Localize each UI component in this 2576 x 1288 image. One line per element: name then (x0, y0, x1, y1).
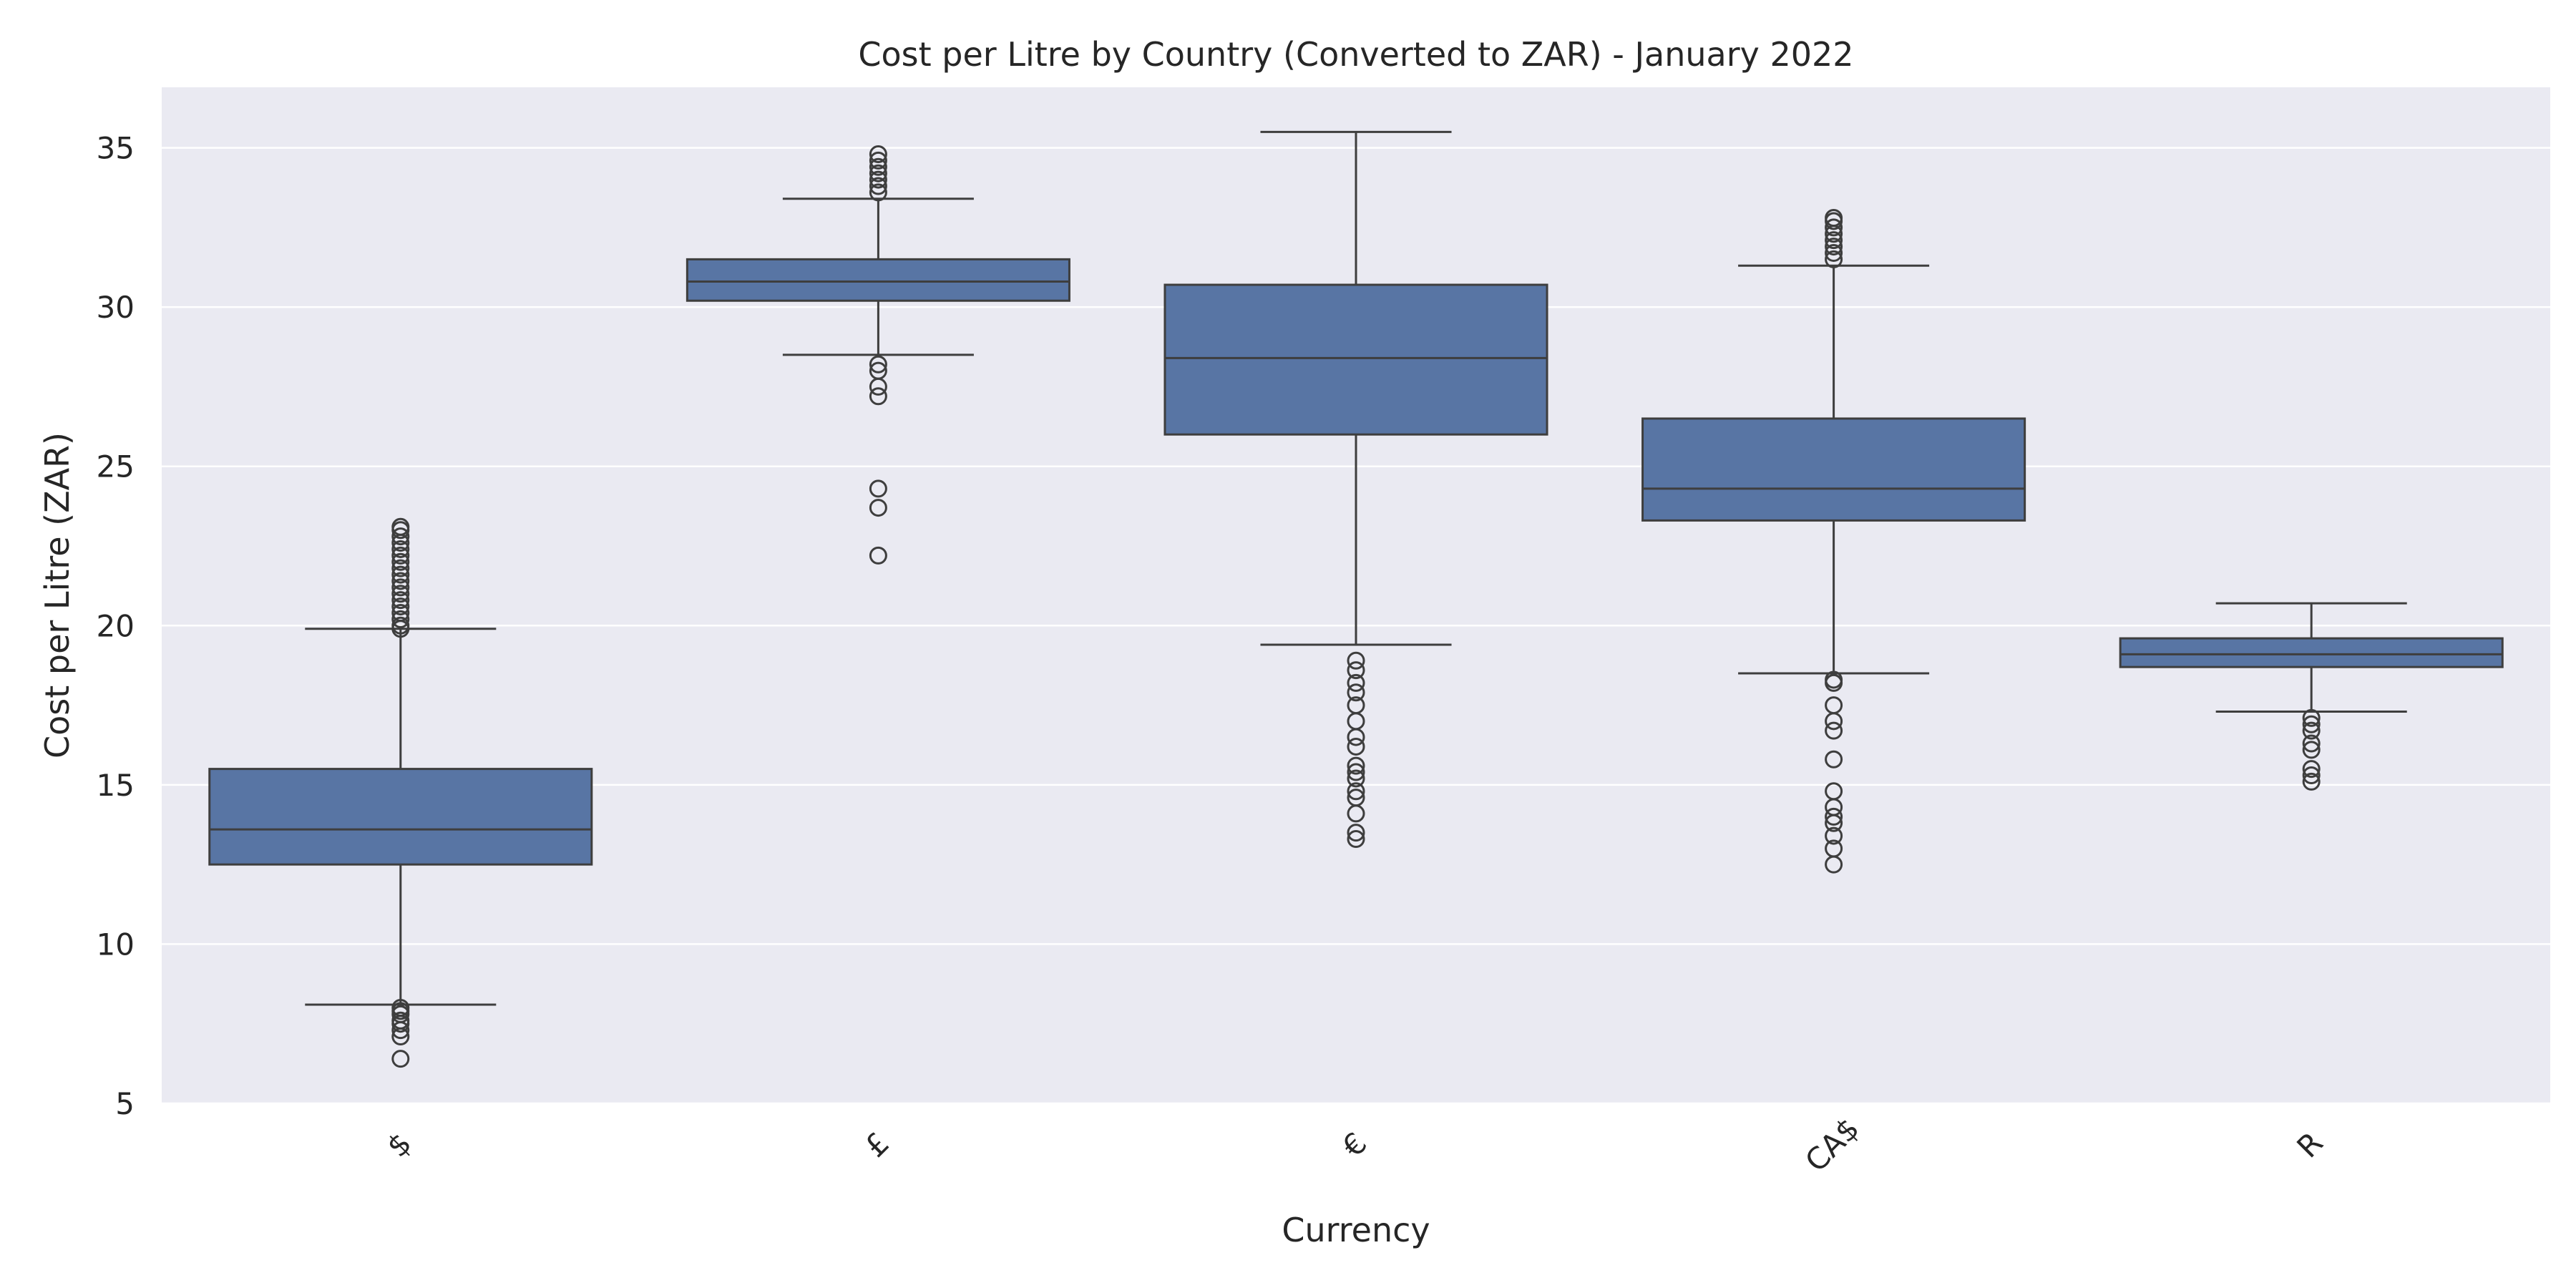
outlier-point (869, 499, 887, 517)
outlier-point (1347, 756, 1365, 775)
outlier-point (1347, 830, 1365, 849)
outlier-point (391, 578, 410, 597)
box (1641, 417, 2026, 522)
outlier-point (391, 603, 410, 622)
box-group (686, 145, 1070, 565)
outlier-point (1347, 661, 1365, 680)
x-tick-label: $ (380, 1126, 419, 1164)
outlier-point (391, 591, 410, 610)
outlier-point (869, 183, 887, 202)
outlier-point (1347, 651, 1365, 670)
outlier-point (2302, 741, 2321, 759)
outlier-point (391, 546, 410, 565)
y-axis-label: Cost per Litre (ZAR) (38, 432, 77, 758)
box (1163, 283, 1548, 436)
outlier-point (1347, 763, 1365, 781)
outlier-point (1825, 807, 1843, 826)
outlier-point (869, 170, 887, 189)
outlier-point (869, 387, 887, 406)
outlier-point (1347, 769, 1365, 788)
outlier-point (869, 164, 887, 182)
box (2119, 637, 2504, 668)
outlier-point (391, 1050, 410, 1068)
y-tick-label: 30 (97, 290, 135, 325)
y-tick-label: 15 (97, 768, 135, 803)
outlier-point (1347, 782, 1365, 801)
outlier-point (391, 565, 410, 584)
outlier-point (391, 597, 410, 616)
x-tick-label: £ (858, 1126, 897, 1164)
outlier-point (2302, 721, 2321, 740)
box (686, 258, 1070, 302)
outlier-point (869, 546, 887, 565)
x-tick-label: R (2290, 1125, 2329, 1164)
outlier-point (2302, 772, 2321, 791)
outlier-point (1825, 238, 1843, 256)
outlier-point (1825, 218, 1843, 237)
outlier-point (2302, 766, 2321, 785)
outlier-point (1347, 824, 1365, 842)
box-series (208, 130, 2504, 1068)
outlier-point (1347, 673, 1365, 692)
box-group (1163, 130, 1548, 849)
outlier-point (391, 610, 410, 628)
x-tick-label: CA$ (1798, 1111, 1866, 1179)
outlier-point (1347, 683, 1365, 702)
outlier-point (2302, 715, 2321, 733)
x-tick-label: € (1335, 1126, 1374, 1164)
outlier-point (1347, 737, 1365, 756)
outlier-point (2302, 760, 2321, 779)
outlier-point (391, 517, 410, 536)
y-tick-label: 10 (97, 927, 135, 962)
outlier-point (1825, 750, 1843, 769)
box (208, 768, 593, 866)
outlier-point (1825, 250, 1843, 268)
outlier-point (1825, 209, 1843, 228)
outlier-point (869, 479, 887, 498)
axes: 5 10 15 20 25 30 35 $ £ € CA$ R (97, 131, 2330, 1179)
outlier-point (391, 572, 410, 590)
y-tick-label: 5 (115, 1086, 135, 1121)
box-group (1641, 209, 2026, 874)
outlier-point (869, 145, 887, 163)
outlier-point (1825, 826, 1843, 845)
outlier-point (1825, 231, 1843, 250)
outlier-point (869, 157, 887, 176)
outlier-point (869, 151, 887, 170)
outlier-point (391, 1011, 410, 1030)
outlier-point (1825, 721, 1843, 740)
y-tick-label: 20 (97, 608, 135, 643)
outlier-point (391, 552, 410, 571)
outlier-point (869, 355, 887, 374)
outlier-point (869, 361, 887, 380)
outlier-point (1825, 243, 1843, 262)
x-axis-label: Currency (1282, 1211, 1430, 1249)
outlier-point (1825, 782, 1843, 801)
outlier-point (869, 177, 887, 195)
outlier-point (1825, 839, 1843, 858)
y-tick-label: 25 (97, 449, 135, 484)
outlier-point (1347, 696, 1365, 715)
chart-title: Cost per Litre by Country (Converted to … (858, 35, 1853, 74)
outlier-point (1347, 789, 1365, 807)
outlier-point (391, 585, 410, 603)
y-tick-label: 35 (97, 131, 135, 166)
outlier-point (1825, 670, 1843, 689)
box-group (2119, 602, 2504, 791)
outlier-point (391, 527, 410, 546)
outlier-point (1825, 696, 1843, 715)
outlier-point (391, 616, 410, 635)
box-group (208, 517, 593, 1068)
outlier-point (391, 540, 410, 558)
outlier-point (2302, 708, 2321, 727)
outlier-point (391, 559, 410, 577)
outlier-point (391, 998, 410, 1017)
outlier-point (2302, 734, 2321, 753)
